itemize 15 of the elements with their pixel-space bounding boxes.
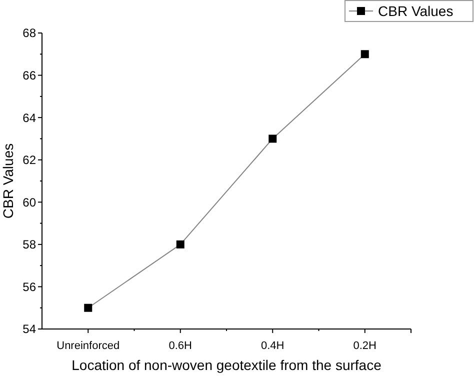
y-tick-label: 68 bbox=[22, 26, 36, 40]
x-tick-label: Unreinforced bbox=[56, 340, 120, 352]
y-tick-label: 64 bbox=[22, 110, 36, 125]
x-axis-title: Location of non-woven geotextile from the surface bbox=[72, 357, 382, 373]
y-tick-label: 56 bbox=[22, 280, 36, 294]
x-tick-label: 0.2H bbox=[353, 340, 377, 352]
y-tick-label: 66 bbox=[22, 68, 36, 82]
y-tick-label: 54 bbox=[22, 322, 36, 336]
x-tick-label: 0.4H bbox=[261, 340, 284, 352]
y-tick-label: 58 bbox=[22, 238, 36, 252]
x-tick-label: 0.6H bbox=[168, 340, 192, 352]
y-tick-label: 62 bbox=[22, 153, 36, 168]
legend-label: CBR Values bbox=[378, 2, 454, 19]
y-axis-title: CBR Values bbox=[0, 143, 16, 219]
y-tick-label: 60 bbox=[22, 195, 36, 210]
